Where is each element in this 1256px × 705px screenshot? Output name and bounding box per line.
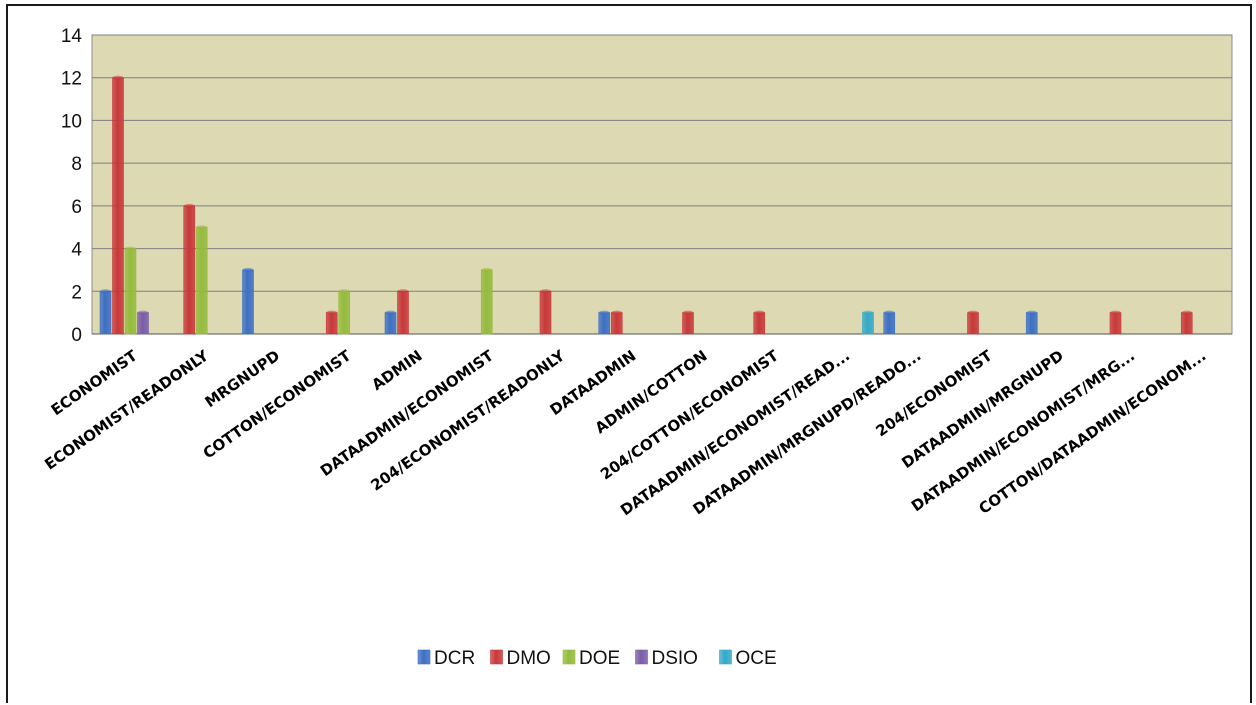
bar-dcr [384, 312, 397, 335]
y-tick-label: 12 [61, 69, 82, 90]
y-tick-label: 10 [61, 111, 82, 132]
bar-dmo [610, 312, 623, 335]
bar-dsio [137, 312, 149, 335]
bar-dmo [397, 290, 409, 335]
bar-cap [100, 289, 111, 294]
bar-cap [967, 310, 979, 315]
bar-dmo [183, 205, 196, 335]
category-label: ADMIN [368, 347, 425, 395]
bar-cap [338, 289, 350, 294]
bar-dcr [1025, 312, 1038, 335]
bar-cap [540, 289, 551, 294]
plot-area [91, 34, 1233, 335]
bar-dmo [1109, 312, 1122, 335]
plot-background [91, 34, 1233, 335]
bar-doe [195, 226, 208, 335]
bar-doe [124, 248, 137, 335]
legend-label: DOE [579, 648, 620, 669]
bar-cap [385, 310, 396, 315]
bar-cap [183, 203, 195, 208]
bar-dcr [598, 312, 611, 335]
bars [99, 75, 1193, 335]
bar-dcr [99, 290, 112, 335]
bar-dmo [325, 312, 338, 335]
category-label: 204/ECONOMIST [873, 346, 997, 440]
y-tick-label: 4 [71, 240, 82, 261]
bar-cap [1110, 310, 1121, 315]
bar-dcr [883, 312, 896, 335]
y-tick-label: 6 [71, 197, 82, 218]
bar-cap [1181, 310, 1193, 315]
bar-cap [481, 267, 493, 272]
bar-dmo [682, 312, 694, 335]
bar-cap [682, 310, 694, 315]
bar-cap [326, 310, 338, 315]
y-tick-label: 14 [61, 26, 83, 47]
bar-doe [480, 269, 493, 335]
legend-swatch-dmo [490, 649, 503, 665]
bar-cap [112, 75, 124, 80]
y-tick-label: 8 [71, 154, 82, 175]
bar-cap [196, 225, 208, 230]
bar-cap [611, 310, 623, 315]
bar-dmo [967, 312, 979, 335]
bar-oce [862, 312, 874, 335]
bar-cap [242, 267, 254, 272]
y-tick-label: 0 [71, 325, 82, 346]
legend-label: DMO [507, 648, 551, 669]
bar-cap [1026, 310, 1038, 315]
bar-cap [753, 310, 765, 315]
bar-dmo [1180, 312, 1193, 335]
bar-cap [397, 289, 409, 294]
bar-cap [862, 310, 874, 315]
bar-cap [137, 310, 149, 315]
bar-dmo [539, 290, 552, 335]
bar-dmo [112, 77, 124, 335]
legend-swatch-doe [562, 649, 576, 665]
y-axis: 0 2 4 6 8 10 12 14 [61, 26, 83, 346]
bar-cap [883, 310, 895, 315]
x-axis: ECONOMISTECONOMIST/READONLYMRGNUPDCOTTON… [41, 346, 1209, 519]
y-tick-label: 2 [71, 282, 82, 303]
legend-label: OCE [736, 648, 777, 669]
legend-swatch-dsio [635, 649, 648, 665]
legend-swatch-dcr [417, 649, 431, 665]
bar-doe [338, 290, 351, 335]
legend-label: DCR [434, 648, 475, 669]
bar-cap [125, 246, 136, 251]
bar-dmo [753, 312, 766, 335]
legend-label: DSIO [652, 648, 698, 669]
legend-swatch-oce [719, 649, 732, 665]
legend: DCR DMO DOE DSIO OCE [417, 648, 777, 669]
bar-cap [598, 310, 610, 315]
bar-dcr [242, 269, 254, 335]
